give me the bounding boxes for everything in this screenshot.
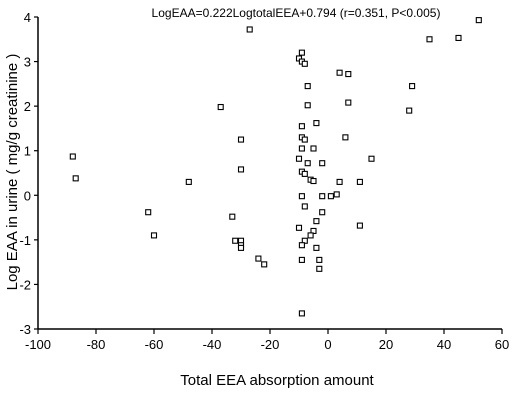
y-tick-label: -2	[19, 277, 31, 292]
data-point	[298, 49, 305, 56]
data-point	[475, 17, 482, 24]
data-point	[150, 232, 158, 239]
data-point	[255, 255, 262, 262]
data-point	[301, 60, 308, 67]
data-point	[295, 224, 303, 231]
data-point	[217, 103, 224, 111]
data-point	[319, 209, 326, 216]
data-point	[319, 193, 326, 200]
data-point	[313, 218, 320, 225]
y-tick-label: 2	[24, 99, 31, 114]
data-point	[304, 160, 311, 167]
data-point	[319, 160, 326, 167]
data-point	[298, 145, 305, 152]
data-point	[336, 178, 343, 185]
x-tick-label: 60	[495, 337, 509, 352]
data-point	[304, 83, 311, 90]
data-point	[261, 261, 268, 268]
chart-title: LogEAA=0.222LogtotalEEA+0.794 (r=0.351, …	[152, 6, 441, 20]
data-point	[313, 120, 320, 127]
data-point	[298, 123, 305, 130]
data-point	[301, 170, 308, 177]
x-tick-label: -80	[87, 337, 106, 352]
data-point	[298, 310, 305, 317]
data-point	[295, 155, 303, 162]
data-point	[333, 191, 340, 198]
x-tick-label: -40	[203, 337, 222, 352]
data-point	[185, 178, 192, 185]
y-axis-title: Log EAA in urine ( mg/g creatinine )	[4, 54, 21, 291]
data-point	[426, 36, 433, 43]
data-point	[72, 175, 79, 182]
data-point	[310, 177, 317, 185]
data-point	[246, 26, 253, 33]
data-point	[301, 136, 308, 143]
x-tick-label: 20	[379, 337, 393, 352]
y-tick-label: 0	[24, 188, 31, 203]
data-point	[237, 136, 245, 143]
x-tick-label: -20	[261, 337, 280, 352]
axis-ticks	[34, 16, 503, 334]
data-point	[356, 178, 363, 185]
data-point	[298, 256, 305, 263]
data-point	[345, 71, 352, 78]
data-point	[237, 166, 245, 173]
data-point	[69, 153, 76, 160]
data-point	[327, 193, 334, 200]
data-point	[232, 237, 239, 244]
data-point	[229, 213, 236, 220]
data-point	[310, 145, 317, 152]
data-points	[69, 17, 482, 317]
data-point	[298, 193, 305, 200]
x-tick-label: 40	[437, 337, 451, 352]
data-point	[316, 265, 323, 272]
data-point	[406, 107, 413, 114]
y-tick-label: -3	[19, 322, 31, 337]
data-point	[316, 256, 323, 263]
data-point	[298, 242, 305, 249]
data-point	[145, 209, 152, 216]
data-point	[307, 232, 314, 239]
y-tick-label: 1	[24, 144, 31, 159]
y-tick-label: 4	[24, 10, 31, 25]
data-point	[304, 102, 311, 109]
data-point	[368, 155, 375, 162]
data-point	[237, 244, 245, 251]
data-point	[409, 83, 416, 90]
data-point	[345, 99, 352, 106]
x-tick-label: 0	[324, 337, 331, 352]
data-point	[301, 203, 308, 210]
data-point	[356, 222, 363, 229]
x-tick-label: -100	[25, 337, 51, 352]
data-point	[336, 69, 343, 76]
y-tick-label: -1	[19, 233, 31, 248]
data-point	[313, 244, 320, 251]
data-point	[342, 134, 349, 141]
data-point	[455, 34, 462, 41]
x-tick-label: -60	[145, 337, 164, 352]
x-axis-title: Total EEA absorption amount	[180, 372, 374, 389]
y-tick-label: 3	[24, 55, 31, 70]
tick-labels: -100 -80 -60 -40 -20 0 20 40 60 -3 -2 -1 0 1 2 3 4	[19, 10, 509, 352]
